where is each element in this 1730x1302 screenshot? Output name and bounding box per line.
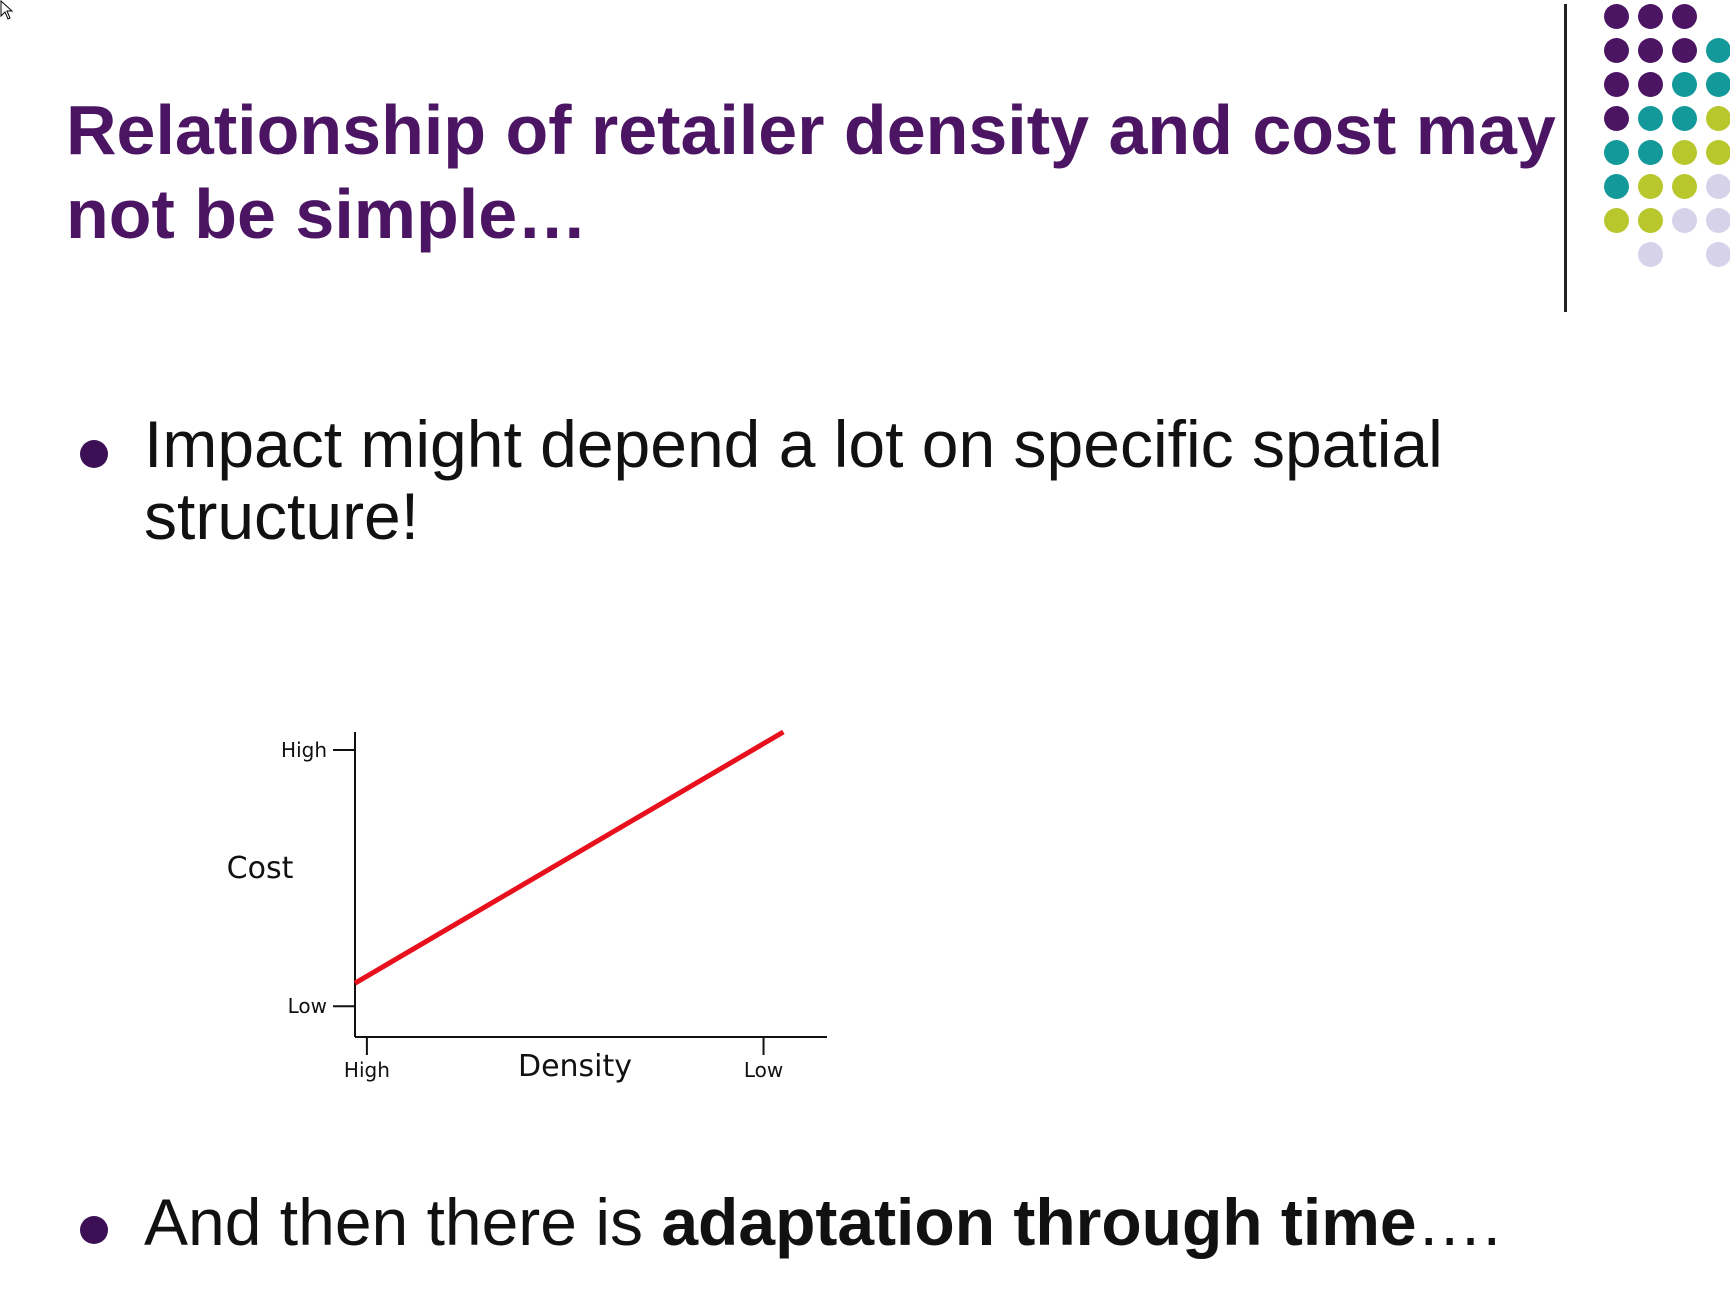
slide-title-line: Relationship of retailer density and cos… bbox=[66, 91, 1556, 169]
decorative-dot bbox=[1638, 4, 1663, 29]
slide-title-line: not be simple… bbox=[66, 175, 588, 253]
bullet-item-spatial: Impact might depend a lot on specific sp… bbox=[144, 408, 1443, 552]
decorative-dot bbox=[1706, 140, 1730, 165]
decorative-dot bbox=[1638, 106, 1663, 131]
bullet-dot-icon bbox=[80, 440, 108, 468]
x-tick-label: High bbox=[344, 1058, 390, 1082]
decorative-dot bbox=[1638, 140, 1663, 165]
y-axis-label: Cost bbox=[227, 851, 294, 886]
decorative-dot bbox=[1638, 242, 1663, 267]
bullet-text-bold: adaptation through time bbox=[661, 1185, 1417, 1259]
decorative-dot bbox=[1706, 38, 1730, 63]
bullet-line: structure! bbox=[144, 479, 420, 553]
decorative-dot bbox=[1706, 208, 1730, 233]
y-tick-label: High bbox=[281, 738, 327, 762]
decorative-dot bbox=[1672, 174, 1697, 199]
title-divider bbox=[1564, 4, 1567, 312]
decorative-dot bbox=[1604, 38, 1629, 63]
x-tick-label: Low bbox=[744, 1058, 783, 1082]
decorative-dot bbox=[1638, 38, 1663, 63]
decorative-dot bbox=[1638, 72, 1663, 97]
decorative-dot bbox=[1604, 106, 1629, 131]
decorative-dot bbox=[1672, 38, 1697, 63]
decorative-dot bbox=[1604, 4, 1629, 29]
decorative-dot bbox=[1706, 242, 1730, 267]
decorative-dot bbox=[1604, 174, 1629, 199]
decorative-dot bbox=[1706, 174, 1730, 199]
decorative-dot bbox=[1706, 72, 1730, 97]
decorative-dot bbox=[1604, 72, 1629, 97]
decorative-dot bbox=[1672, 140, 1697, 165]
bullet-text-prefix: And then there is bbox=[144, 1185, 662, 1259]
x-axis-label: Density bbox=[518, 1049, 632, 1084]
decorative-dot bbox=[1672, 72, 1697, 97]
series-line bbox=[353, 729, 785, 986]
slide-title: Relationship of retailer density and cos… bbox=[66, 88, 1566, 256]
density-cost-chart: High Low High Low Cost Density bbox=[227, 729, 827, 1084]
decorative-dot bbox=[1706, 106, 1730, 131]
decorative-dot bbox=[1638, 174, 1663, 199]
decorative-dot bbox=[1672, 4, 1697, 29]
decorative-dot bbox=[1672, 208, 1697, 233]
bullet-text-suffix: …. bbox=[1416, 1185, 1501, 1259]
y-tick-label: Low bbox=[288, 994, 327, 1018]
bullet-dot-icon bbox=[80, 1216, 108, 1244]
decorative-dot bbox=[1672, 106, 1697, 131]
decorative-dot bbox=[1638, 208, 1663, 233]
decorative-dot bbox=[1604, 140, 1629, 165]
decorative-dot bbox=[1604, 208, 1629, 233]
bullet-line: Impact might depend a lot on specific sp… bbox=[144, 407, 1443, 481]
bullet-item-adaptation: And then there is adaptation through tim… bbox=[144, 1186, 1501, 1258]
mouse-cursor-icon bbox=[0, 0, 14, 20]
